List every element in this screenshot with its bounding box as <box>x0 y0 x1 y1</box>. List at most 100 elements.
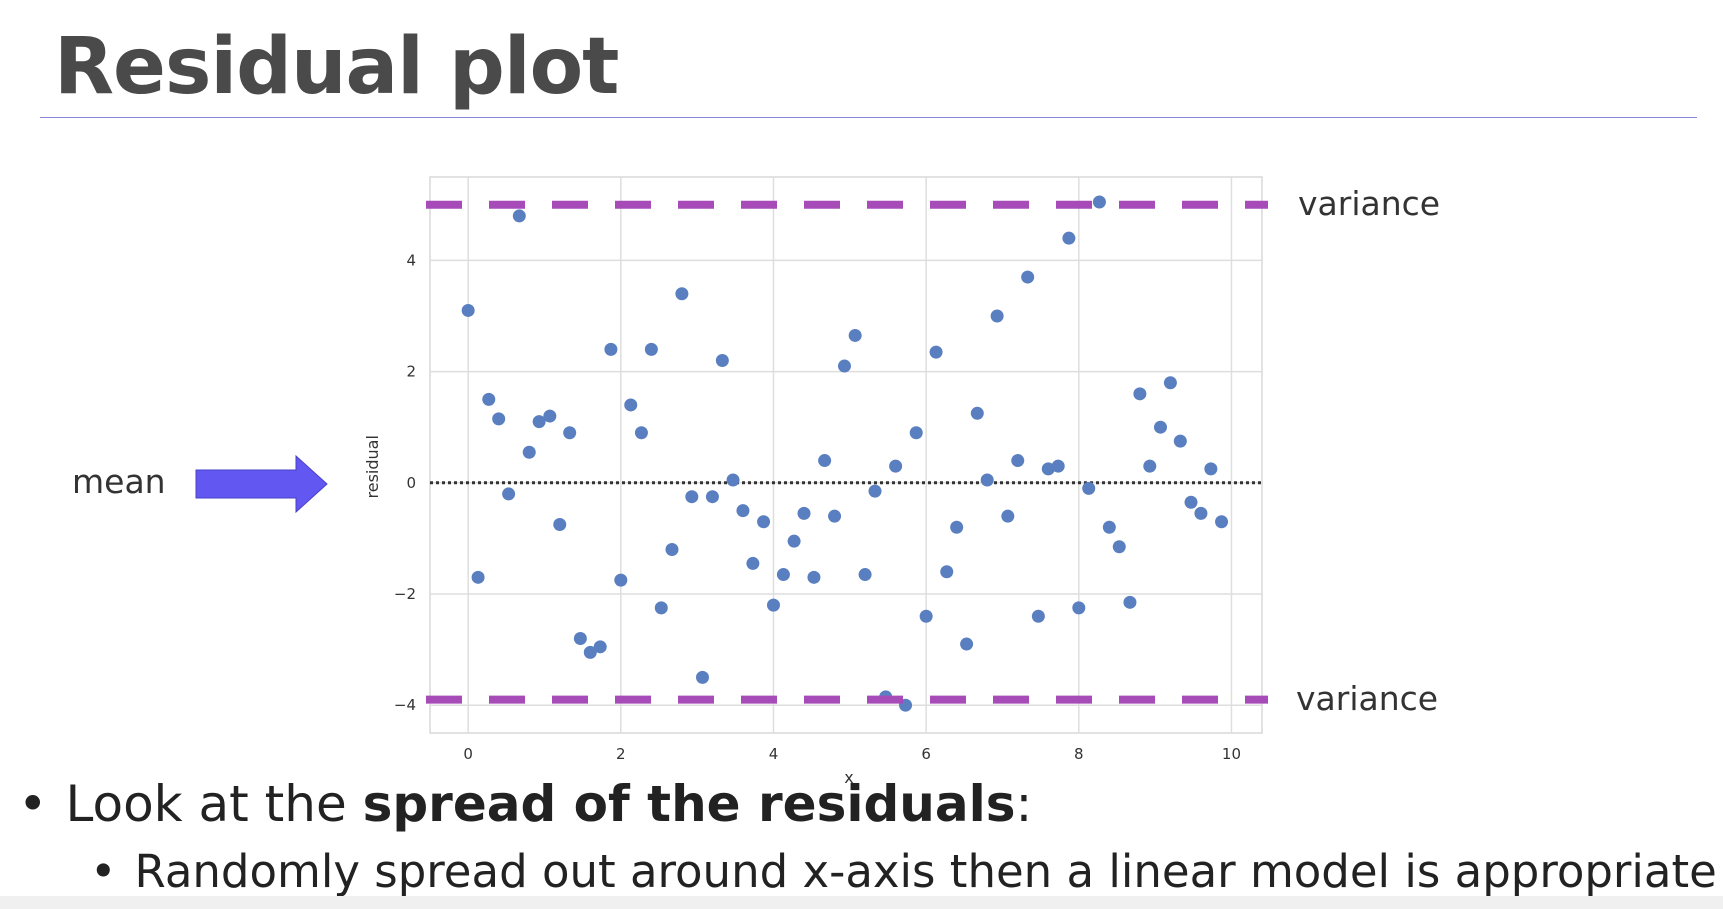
bullet-2-text: Randomly spread out around x-axis then a… <box>134 845 1717 898</box>
scatter-point <box>1194 506 1208 520</box>
bullet-1-emphasis: spread of the residuals <box>362 775 1016 833</box>
scatter-point <box>929 345 943 359</box>
scatter-point <box>1041 462 1055 476</box>
mean-label: mean <box>72 462 166 501</box>
scatter-point <box>1153 420 1167 434</box>
scatter-point <box>685 490 699 504</box>
x-tick-label: 4 <box>769 745 779 763</box>
scatter-point <box>492 412 506 426</box>
scatter-point <box>522 445 536 459</box>
scatter-point <box>1133 387 1147 401</box>
scatter-point <box>1082 481 1096 495</box>
scatter-point <box>1001 509 1015 523</box>
y-tick-label: 4 <box>406 251 416 269</box>
scatter-point <box>1021 270 1035 284</box>
scatter-point <box>461 303 475 317</box>
scatter-point <box>705 490 719 504</box>
x-axis-label: x <box>844 768 853 787</box>
scatter-point <box>726 473 740 487</box>
scatter-point <box>858 568 872 582</box>
bullet-1-prefix: Look at the <box>65 775 363 833</box>
scatter-point <box>1123 595 1137 609</box>
scatter-point <box>593 640 607 654</box>
scatter-point <box>715 353 729 367</box>
scatter-point <box>665 543 679 557</box>
scatter-point <box>471 570 485 584</box>
scatter-point <box>889 459 903 473</box>
scatter-point <box>1163 376 1177 390</box>
x-tick-label: 8 <box>1074 745 1084 763</box>
bottom-strip <box>0 896 1723 909</box>
scatter-point <box>940 565 954 579</box>
scatter-point <box>746 556 760 570</box>
scatter-point <box>604 342 618 356</box>
scatter-point <box>807 570 821 584</box>
scatter-point <box>1072 601 1086 615</box>
scatter-point <box>837 359 851 373</box>
scatter-point <box>512 209 526 223</box>
plot-frame <box>429 176 1263 734</box>
scatter-point <box>583 645 597 659</box>
scatter-point <box>1112 540 1126 554</box>
scatter-point <box>1204 462 1218 476</box>
scatter-point <box>736 504 750 518</box>
y-tick-label: −4 <box>394 696 416 714</box>
scatter-point <box>634 426 648 440</box>
scatter-point <box>818 454 832 468</box>
bullet-1-suffix: : <box>1015 775 1033 833</box>
scatter-point <box>1215 515 1229 529</box>
scatter-point <box>797 506 811 520</box>
x-tick-label: 0 <box>463 745 473 763</box>
scatter-point <box>787 534 801 548</box>
scatter-point <box>1102 520 1116 534</box>
scatter-point <box>482 392 496 406</box>
scatter-point <box>919 609 933 623</box>
scatter-point <box>990 309 1004 323</box>
scatter-point <box>644 342 658 356</box>
scatter-point <box>553 518 567 531</box>
bullet-dot: • <box>18 775 48 833</box>
scatter-point <box>1011 454 1025 468</box>
scatter-point <box>1092 195 1106 209</box>
scatter-point <box>675 287 689 301</box>
scatter-point <box>614 573 628 587</box>
bullet-item-2: • Randomly spread out around x-axis then … <box>90 842 1717 902</box>
page-title: Residual plot <box>54 22 619 112</box>
scatter-point <box>757 515 771 529</box>
x-tick-label: 10 <box>1222 745 1241 763</box>
scatter-point <box>654 601 668 615</box>
scatter-point <box>624 398 638 412</box>
scatter-point <box>573 631 587 645</box>
scatter-point <box>960 637 974 651</box>
scatter-point <box>848 328 862 342</box>
mean-arrow-icon <box>195 454 328 514</box>
bullet-item-1: • Look at the spread of the residuals: <box>18 772 1717 836</box>
bullet-list: • Look at the spread of the residuals: • R… <box>18 772 1717 902</box>
scatter-point <box>868 484 882 498</box>
scatter-point <box>828 509 842 523</box>
scatter-point <box>970 406 984 420</box>
scatter-point <box>502 487 516 501</box>
y-axis-label: residual <box>363 435 382 498</box>
x-tick-label: 6 <box>921 745 931 763</box>
scatter-point <box>1051 459 1065 473</box>
bullet-dot: • <box>90 845 117 898</box>
title-divider <box>40 117 1697 118</box>
scatter-point <box>543 409 557 423</box>
variance-lower-label: variance <box>1296 679 1439 718</box>
scatter-point <box>776 568 790 582</box>
scatter-point <box>909 426 923 440</box>
scatter-point <box>1062 231 1076 245</box>
scatter-point <box>532 415 546 429</box>
scatter-point <box>695 670 709 684</box>
scatter-point <box>1143 459 1157 473</box>
variance-upper-label: variance <box>1298 184 1441 223</box>
scatter-point <box>980 473 994 487</box>
scatter-point <box>950 520 964 534</box>
scatter-point <box>766 598 780 612</box>
y-tick-label: 0 <box>406 474 416 492</box>
y-tick-label: −2 <box>394 585 416 603</box>
scatter-point <box>1031 609 1045 623</box>
scatter-point <box>1173 434 1187 448</box>
